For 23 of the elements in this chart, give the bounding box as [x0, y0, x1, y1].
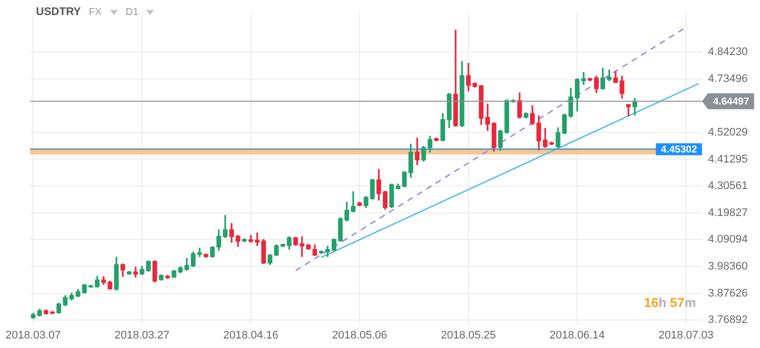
x-tick-label: 2018.03.27 [114, 329, 170, 342]
x-tick-label: 2018.03.07 [6, 329, 61, 342]
ref-line-label: 4.45302 [660, 144, 698, 156]
y-tick-label: 4.73496 [708, 72, 748, 85]
y-tick-label: 3.87626 [708, 287, 748, 300]
y-tick-label: 4.52029 [708, 126, 748, 138]
annotation: FX [88, 6, 102, 18]
annotation: 16h 57m [644, 294, 696, 310]
x-tick-label: 2018.05.06 [332, 329, 388, 342]
x-tick-label: 2018.04.16 [223, 329, 278, 342]
y-tick-label: 4.09094 [708, 234, 748, 246]
x-tick-label: 2018.05.25 [440, 329, 496, 342]
y-tick-label: 4.30561 [708, 180, 748, 192]
y-tick-label: 4.41295 [708, 153, 748, 166]
y-tick-label: 3.76892 [708, 314, 748, 326]
x-tick-label: 2018.06.14 [550, 329, 605, 342]
chart-title: USDTRY [36, 6, 81, 18]
y-tick-label: 4.84230 [708, 46, 748, 58]
annotation: D1 [126, 6, 138, 18]
x-tick-label: 2018.07.03 [658, 329, 714, 342]
y-tick-label: 4.19827 [708, 206, 748, 219]
y-tick-label: 3.98360 [708, 260, 748, 272]
ref-line-label: 4.64497 [713, 96, 750, 108]
